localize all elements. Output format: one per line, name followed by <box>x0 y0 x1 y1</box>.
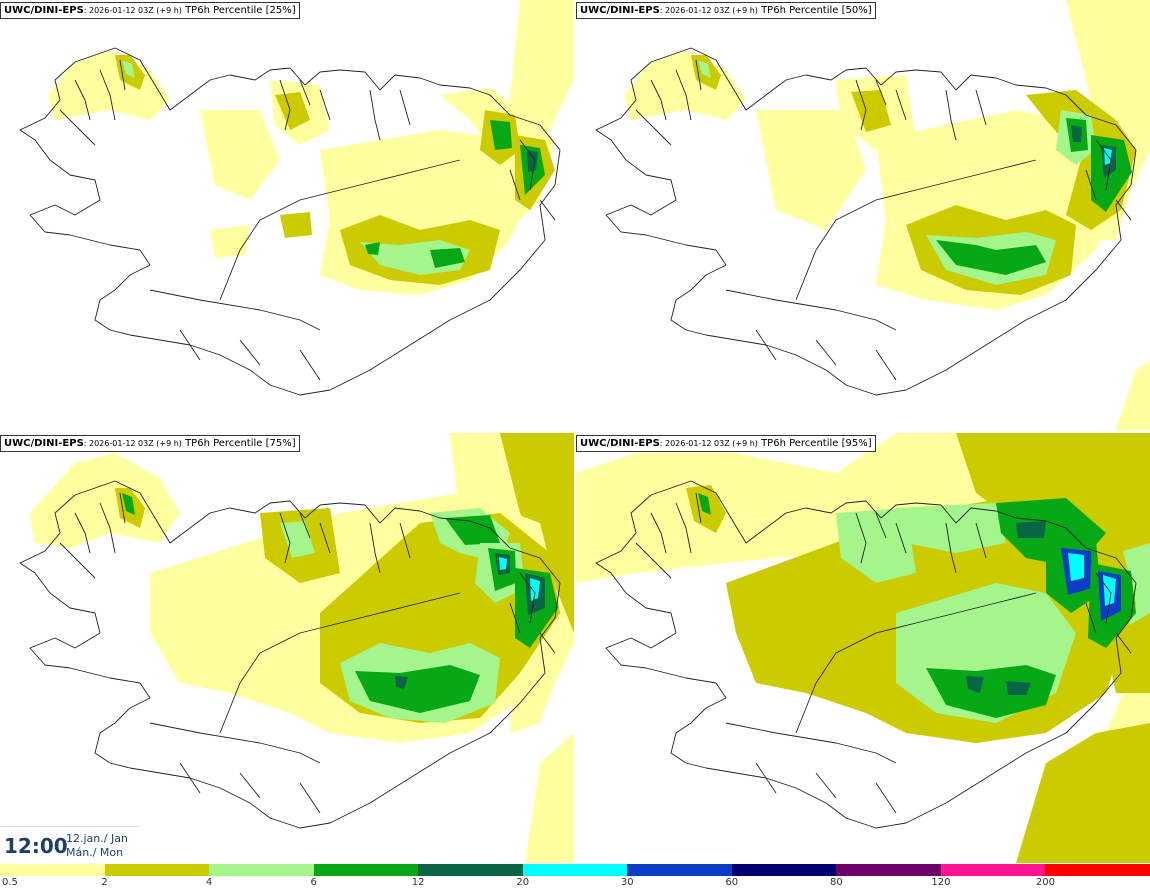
legend-swatch <box>104 864 210 876</box>
precip-area <box>445 515 500 545</box>
precip-area <box>275 92 310 130</box>
precip-area <box>624 50 746 120</box>
precip-area <box>926 665 1056 718</box>
legend-tick-label: 0.5 <box>2 877 18 888</box>
precip-area <box>851 90 891 132</box>
precip-area <box>1068 553 1084 581</box>
valid-date-line2: Mán./ Mon <box>66 846 124 859</box>
precip-area <box>530 578 540 601</box>
legend-tick-label: 2 <box>101 877 108 888</box>
precip-area <box>1091 135 1132 212</box>
legend-swatch <box>313 864 419 876</box>
legend-swatch <box>836 864 941 876</box>
panel-title: UWC/DINI-EPS: 2026-01-12 03Z (+9 h) TP6h… <box>0 2 300 19</box>
precip-area <box>280 521 315 558</box>
precip-map-p25 <box>19 0 574 396</box>
precip-area <box>1116 360 1150 430</box>
precip-area <box>355 665 480 713</box>
precip-area <box>122 493 135 515</box>
valid-time: 12:00 <box>4 834 68 858</box>
legend-swatch <box>627 864 732 876</box>
precip-map-p75 <box>19 433 574 863</box>
legend-swatch <box>940 864 1046 876</box>
precip-area <box>200 110 280 200</box>
map-panel-p95: UWC/DINI-EPS: 2026-01-12 03Z (+9 h) TP6h… <box>576 433 1150 863</box>
precip-area <box>1071 125 1082 142</box>
precip-map-p50 <box>595 0 1150 430</box>
precip-area <box>936 240 1046 275</box>
precip-area <box>499 557 507 570</box>
precip-area <box>280 212 312 238</box>
color-legend: 0.5 2 4 6 12 20 30 60 80 120 200 <box>0 864 1150 891</box>
map-panel-p50: UWC/DINI-EPS: 2026-01-12 03Z (+9 h) TP6h… <box>576 0 1150 430</box>
legend-color-bar <box>0 864 1150 876</box>
precip-area <box>430 248 465 268</box>
map-panel-p25: UWC/DINI-EPS: 2026-01-12 03Z (+9 h) TP6h… <box>0 0 574 430</box>
precip-area <box>698 493 711 515</box>
legend-swatch <box>209 864 314 876</box>
map-panel-p75: UWC/DINI-EPS: 2026-01-12 03Z (+9 h) TP6h… <box>0 433 574 863</box>
legend-tick-label: 20 <box>516 877 530 888</box>
precip-area <box>896 503 1006 553</box>
legend-swatch <box>418 864 523 876</box>
precip-area <box>698 60 711 78</box>
precip-area <box>1006 681 1031 695</box>
precip-area <box>210 225 250 258</box>
precip-area <box>395 676 408 689</box>
legend-tick-label: 4 <box>205 877 213 888</box>
legend-tick-label: 12 <box>411 877 425 888</box>
panel-title: UWC/DINI-EPS: 2026-01-12 03Z (+9 h) TP6h… <box>576 435 876 452</box>
legend-tick-label: 30 <box>620 877 634 888</box>
precip-area <box>490 120 512 150</box>
legend-swatch <box>0 864 105 876</box>
precip-area <box>122 60 135 78</box>
valid-date-line1: 12.jan./ Jan <box>66 832 128 845</box>
precip-area <box>365 242 380 255</box>
panel-title: UWC/DINI-EPS: 2026-01-12 03Z (+9 h) TP6h… <box>576 2 876 19</box>
precip-area <box>527 150 538 172</box>
legend-swatch <box>522 864 628 876</box>
precip-area <box>966 676 984 693</box>
panel-divider <box>574 0 576 866</box>
legend-swatch <box>731 864 837 876</box>
legend-labels: 0.5 2 4 6 12 20 30 60 80 120 200 <box>0 877 1150 891</box>
legend-swatch <box>1045 864 1150 876</box>
legend-tick-label: 80 <box>829 877 843 888</box>
precip-area <box>956 433 1150 693</box>
precip-area <box>30 453 180 548</box>
precip-area <box>48 50 170 120</box>
precip-area <box>1016 521 1046 538</box>
precip-area <box>576 433 1150 863</box>
precip-area <box>1016 723 1150 863</box>
precip-area <box>756 110 866 230</box>
precip-area <box>525 733 574 863</box>
legend-tick-label: 120 <box>931 877 951 888</box>
precip-map-p95 <box>576 433 1150 863</box>
precip-area <box>836 508 916 583</box>
valid-date: 12.jan./ Jan Mán./ Mon <box>66 832 128 860</box>
valid-time-label: 12:00 12.jan./ Jan Mán./ Mon <box>0 826 140 863</box>
legend-tick-label: 60 <box>725 877 739 888</box>
panel-title: UWC/DINI-EPS: 2026-01-12 03Z (+9 h) TP6h… <box>0 435 300 452</box>
legend-tick-label: 6 <box>310 877 317 888</box>
legend-tick-label: 200 <box>1035 877 1055 888</box>
